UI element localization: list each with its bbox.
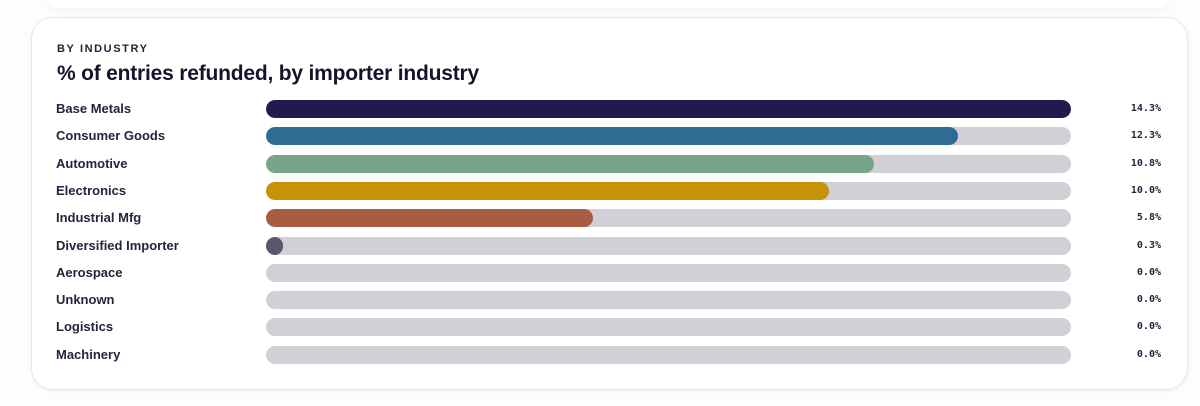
industry-refund-card: BY INDUSTRY % of entries refunded, by im…: [31, 17, 1188, 390]
section-eyebrow: BY INDUSTRY: [57, 43, 149, 55]
bar-track: [266, 209, 1071, 228]
bar-fill: [266, 209, 593, 228]
bar-track: [266, 127, 1071, 146]
bar-row: Machinery 0.0%: [32, 345, 1187, 364]
bar-label: Unknown: [56, 292, 115, 308]
bar-row: Aerospace 0.0%: [32, 263, 1187, 282]
bar-label: Aerospace: [56, 264, 123, 280]
bar-row: Diversified Importer 0.3%: [32, 236, 1187, 255]
bar-value-label: 0.0%: [1136, 348, 1161, 360]
bar-label: Industrial Mfg: [56, 210, 142, 226]
bar-label: Consumer Goods: [56, 128, 166, 144]
bar-row: Industrial Mfg 5.8%: [32, 209, 1187, 228]
bar-track: [266, 291, 1071, 310]
bar-value-label: 12.3%: [1130, 130, 1161, 142]
bar-value-label: 5.8%: [1136, 212, 1161, 224]
bar-track: [266, 263, 1071, 282]
bar-track: [266, 236, 1071, 255]
bar-fill: [266, 154, 874, 173]
chart-title: % of entries refunded, by importer indus…: [57, 62, 479, 85]
bar-fill: [266, 127, 959, 146]
bar-label: Electronics: [56, 182, 127, 198]
bar-label: Base Metals: [56, 101, 132, 116]
bar-row: Electronics 10.0%: [32, 181, 1187, 200]
bar-value-label: 10.0%: [1130, 184, 1161, 196]
bar-value-label: 0.0%: [1136, 321, 1161, 333]
bar-label: Logistics: [56, 319, 114, 335]
bar-label: Machinery: [56, 346, 121, 362]
bar-track: [266, 318, 1071, 337]
bar-row: Automotive 10.8%: [32, 154, 1187, 173]
bar-fill: [266, 100, 1071, 118]
bar-value-label: 0.3%: [1136, 239, 1161, 251]
bar-value-label: 0.0%: [1136, 294, 1161, 306]
bar-row: Base Metals 14.3%: [32, 100, 1187, 118]
bar-row: Unknown 0.0%: [32, 291, 1187, 310]
bar-track: [266, 100, 1071, 118]
bar-label: Diversified Importer: [56, 237, 179, 253]
bar-track: [266, 345, 1071, 364]
bar-fill: [266, 236, 283, 255]
bar-value-label: 14.3%: [1130, 103, 1161, 114]
bar-row: Logistics 0.0%: [32, 318, 1187, 337]
bar-track: [266, 181, 1071, 200]
bar-value-label: 10.8%: [1130, 157, 1161, 169]
bar-track: [266, 154, 1071, 173]
bar-value-label: 0.0%: [1136, 266, 1161, 278]
bar-row: Consumer Goods 12.3%: [32, 127, 1187, 146]
bar-fill: [266, 181, 829, 200]
bar-label: Automotive: [56, 155, 128, 171]
previous-card-edge: [44, 0, 1172, 8]
